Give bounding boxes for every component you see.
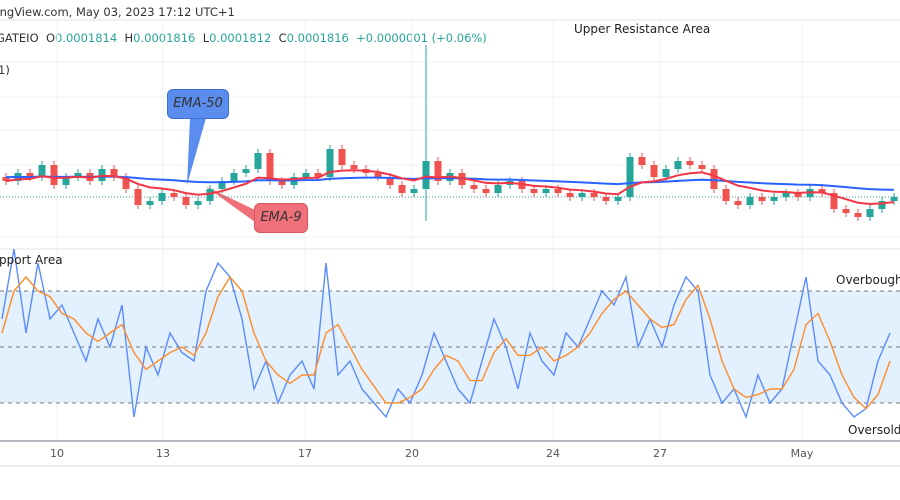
candle-body <box>494 185 502 193</box>
candle-body <box>614 197 622 201</box>
date-tick: May <box>790 447 814 460</box>
upper-resistance-label: Upper Resistance Area <box>574 22 711 36</box>
low-label: L <box>202 31 210 45</box>
candle-body <box>482 189 490 193</box>
price-chart[interactable] <box>0 0 900 470</box>
overbought-label: Overbought <box>836 273 900 287</box>
candle-body <box>470 185 478 189</box>
candle-body <box>410 189 418 193</box>
candle-body <box>338 149 346 165</box>
candle-body <box>830 193 838 209</box>
candle-body <box>170 193 178 197</box>
candle-body <box>218 181 226 189</box>
candle-body <box>206 189 214 201</box>
candle-body <box>878 201 886 209</box>
candle-body <box>302 173 310 177</box>
candle-body <box>26 173 34 177</box>
open-label: O <box>45 31 55 45</box>
date-tick: 24 <box>546 447 560 460</box>
candle-body <box>194 201 202 205</box>
candle-body <box>38 165 46 177</box>
candle-body <box>770 197 778 201</box>
candle-body <box>698 165 706 169</box>
open-value: 0.0001814 <box>55 31 118 45</box>
candle-body <box>230 173 238 181</box>
candle-body <box>2 177 10 181</box>
candle-body <box>794 193 802 197</box>
candle-body <box>674 161 682 169</box>
candle-body <box>50 165 58 185</box>
candle-body <box>710 169 718 189</box>
candle-body <box>854 213 862 217</box>
close-label: C <box>278 31 287 45</box>
date-tick: 27 <box>653 447 667 460</box>
rsi-signal-line <box>1 275 891 410</box>
candle-body <box>818 189 826 193</box>
ema9-callout: EMA-9 <box>254 203 308 233</box>
candle-body <box>122 177 130 189</box>
candle-body <box>386 177 394 185</box>
chart-source-timestamp: TradingView.com, May 03, 2023 17:12 UTC+… <box>0 5 235 19</box>
candle-body <box>842 209 850 213</box>
candle-body <box>554 189 562 193</box>
date-tick: 13 <box>156 447 170 460</box>
candle-body <box>758 197 766 201</box>
candle-body <box>158 193 166 201</box>
ema50-callout: EMA-50 <box>167 89 229 119</box>
candle-body <box>566 193 574 197</box>
candle-body <box>638 157 646 165</box>
candle-body <box>890 197 898 201</box>
candle-body <box>74 173 82 177</box>
candle-body <box>350 165 358 169</box>
candle-body <box>662 169 670 177</box>
candle-body <box>398 185 406 193</box>
date-tick: 17 <box>298 447 312 460</box>
candle-body <box>746 197 754 205</box>
candle-body <box>62 177 70 185</box>
candle-body <box>686 161 694 165</box>
candle-body <box>254 153 262 169</box>
candle-body <box>242 169 250 173</box>
candle-body <box>782 193 790 197</box>
candle-body <box>422 161 430 189</box>
candle-body <box>866 209 874 217</box>
candle-body <box>314 173 322 177</box>
ema9-callout-pointer <box>205 186 255 222</box>
close-value: 0.0001816 <box>286 31 349 45</box>
high-label: H <box>124 31 134 45</box>
oversold-label: Oversold <box>848 423 900 437</box>
ema50-line <box>5 175 895 191</box>
symbol-label: GATEIO <box>0 31 39 45</box>
candle-body <box>278 181 286 185</box>
candle-body <box>590 193 598 197</box>
candle-body <box>722 189 730 201</box>
candle-body <box>542 189 550 193</box>
rsi-line <box>1 248 891 420</box>
high-value: 0.0001816 <box>133 31 196 45</box>
change-value: +0.0000001 (+0.06%) <box>356 31 487 45</box>
ohlc-legend: GATEIO O0.0001814 H0.0001816 L0.0001812 … <box>0 31 487 45</box>
candle-body <box>530 189 538 193</box>
candle-body <box>182 197 190 205</box>
ema50-callout-pointer <box>187 118 206 185</box>
candle-body <box>626 157 634 197</box>
candle-body <box>734 201 742 205</box>
support-area-label: pport Area <box>0 253 63 267</box>
candle-body <box>650 165 658 177</box>
candle-body <box>146 201 154 205</box>
candle-body <box>374 173 382 177</box>
candle-body <box>578 193 586 197</box>
date-tick: 20 <box>405 447 419 460</box>
candle-body <box>110 169 118 177</box>
date-tick: 10 <box>50 447 64 460</box>
candle-body <box>602 197 610 201</box>
candle-body <box>434 161 442 181</box>
low-value: 0.0001812 <box>209 31 272 45</box>
indicator-legend: 1) <box>0 63 10 77</box>
candle-body <box>266 153 274 181</box>
ema9-line <box>5 169 895 205</box>
candle-body <box>326 149 334 177</box>
candle-body <box>134 189 142 205</box>
